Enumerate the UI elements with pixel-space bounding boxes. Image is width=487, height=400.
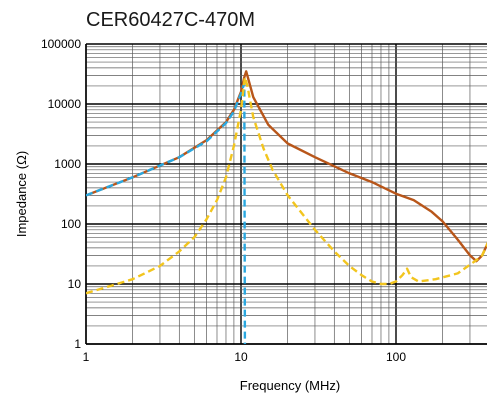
y-tick-label: 100 <box>61 217 81 231</box>
chart-axes <box>85 44 487 345</box>
x-tick-label: 10 <box>234 350 248 364</box>
y-tick-label: 100000 <box>41 37 81 51</box>
y-axis-label: Impedance (Ω) <box>14 151 29 237</box>
series-line-1 <box>86 70 487 263</box>
chart-title: CER60427C-470M <box>86 9 255 31</box>
y-tick-label: 10000 <box>48 97 82 111</box>
tick-labels: 1 10 100 1000 10000 100000 1 10 100 <box>41 37 406 364</box>
chart-grid <box>85 43 487 345</box>
y-tick-label: 10 <box>68 277 82 291</box>
x-tick-label: 1 <box>83 350 90 364</box>
x-tick-label: 100 <box>386 350 406 364</box>
y-tick-label: 1000 <box>54 157 81 171</box>
series-line-3 <box>86 76 487 295</box>
y-tick-label: 1 <box>74 337 81 351</box>
series-line-2 <box>86 82 247 344</box>
x-axis-label: Frequency (MHz) <box>240 378 340 393</box>
chart-series-group <box>86 70 487 344</box>
